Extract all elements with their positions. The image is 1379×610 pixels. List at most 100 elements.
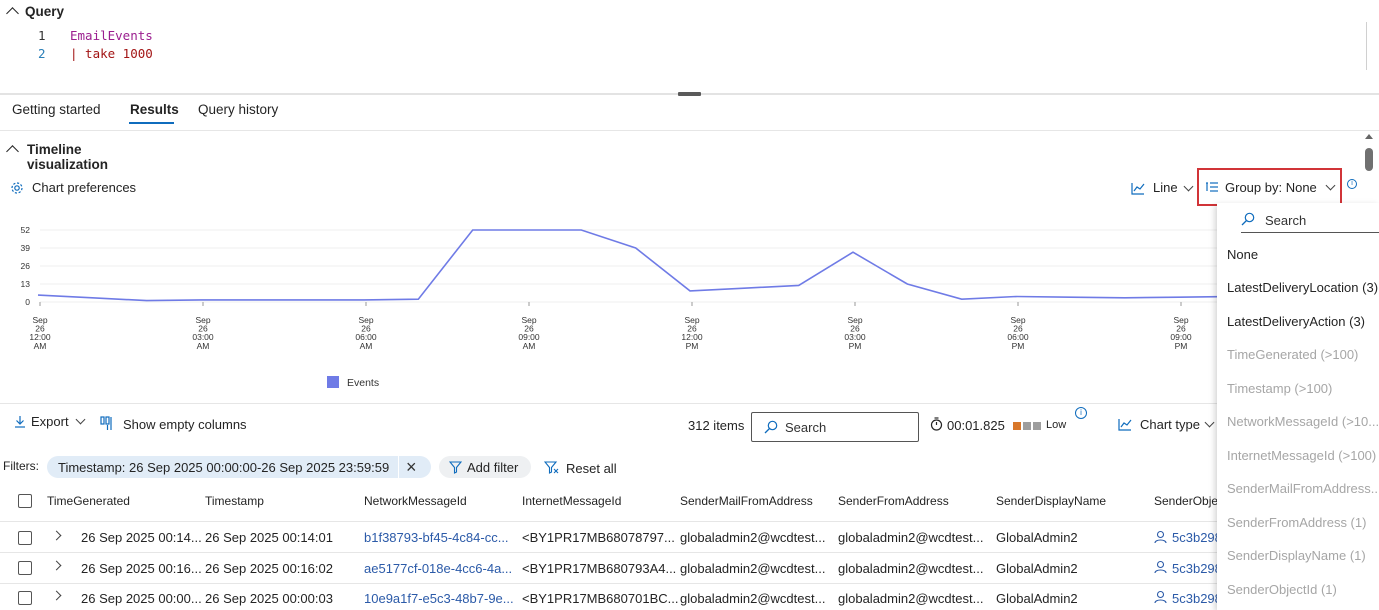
x-tick-label: 26 (1013, 324, 1023, 334)
scrollbar-thumb[interactable] (1365, 148, 1373, 171)
group-by-option[interactable]: LatestDeliveryAction (3) (1227, 314, 1365, 329)
tab-results[interactable]: Results (130, 102, 179, 117)
export-label: Export (31, 414, 69, 429)
query-collapse-toggle[interactable]: Query (6, 4, 76, 22)
cell-network-message-id[interactable]: 10e9a1f7-e5c3-48b7-9e... (364, 591, 514, 606)
query-line: EmailEvents (70, 28, 153, 43)
line-chart-type-button[interactable]: Line (1131, 180, 1197, 198)
cell-sender-mail-from: globaladmin2@wcdtest... (680, 561, 826, 576)
x-tick-label: PM (1175, 341, 1188, 351)
column-header[interactable]: SenderDisplayName (996, 494, 1107, 508)
x-tick-label: AM (34, 341, 47, 351)
info-icon[interactable]: i (1347, 179, 1357, 189)
cell-sender-from: globaladmin2@wcdtest... (838, 591, 984, 606)
expand-row-icon[interactable] (51, 530, 62, 541)
x-tick-label: 03:00 (192, 332, 214, 342)
cell-sender-mail-from: globaladmin2@wcdtest... (680, 530, 826, 545)
expand-row-icon[interactable] (51, 590, 62, 601)
column-header[interactable]: Timestamp (205, 494, 264, 508)
group-by-option[interactable]: LatestDeliveryLocation (3) (1227, 280, 1379, 295)
group-by-option: NetworkMessageId (>10... (1227, 414, 1379, 429)
chevron-up-icon (6, 7, 19, 20)
row-checkbox[interactable] (18, 591, 32, 605)
cell-network-message-id[interactable]: b1f38793-bf45-4c84-cc... (364, 530, 509, 545)
table-row[interactable]: 26 Sep 2025 00:00... 26 Sep 2025 00:00:0… (0, 584, 1218, 610)
cell-sender-mail-from: globaladmin2@wcdtest... (680, 591, 826, 606)
query-editor[interactable]: 1 EmailEvents 2 | take 1000 (0, 26, 1379, 88)
cell-sender-display-name: GlobalAdmin2 (996, 561, 1078, 576)
group-by-menu: Search (1217, 203, 1379, 610)
x-tick-label: Sep (684, 315, 699, 325)
chart-preferences-button[interactable]: Chart preferences (10, 180, 140, 198)
timeline-collapse-toggle[interactable]: Timeline visualization (6, 142, 166, 172)
group-by-option: Timestamp (>100) (1227, 381, 1333, 396)
add-filter-label: Add filter (467, 460, 519, 475)
x-tick-label: 26 (198, 324, 208, 334)
series-line-events (37, 229, 1218, 302)
x-tick-label: 03:00 (844, 332, 866, 342)
x-tick-label: 26 (850, 324, 860, 334)
filter-chip-text: Timestamp: 26 Sep 2025 00:00:00-26 Sep 2… (58, 460, 390, 475)
tab-query-history[interactable]: Query history (198, 102, 279, 117)
y-tick-label: 52 (21, 225, 31, 235)
row-divider (0, 583, 1218, 584)
columns-icon (100, 416, 112, 430)
timeline-chart: 523926130Sep2612:00AMSep2603:00AMSep2606… (21, 225, 1218, 389)
expand-row-icon[interactable] (51, 560, 62, 571)
group-by-option[interactable]: None (1227, 247, 1259, 262)
tab-getting-started[interactable]: Getting started (12, 102, 101, 117)
cell-sender-object-id[interactable]: 5c3b298 (1172, 530, 1218, 545)
timestamp-filter-chip[interactable]: Timestamp: 26 Sep 2025 00:00:00-26 Sep 2… (47, 456, 431, 478)
filter-icon (449, 461, 462, 474)
x-tick-label: AM (360, 341, 373, 351)
group-by-option: TimeGenerated (>100) (1227, 347, 1359, 362)
x-tick-label: Sep (521, 315, 536, 325)
x-tick-label: 09:00 (1170, 332, 1192, 342)
x-tick-label: Sep (1173, 315, 1188, 325)
column-header[interactable]: TimeGenerated (47, 494, 130, 508)
row-checkbox[interactable] (18, 561, 32, 575)
info-icon[interactable]: i (1075, 407, 1087, 419)
column-header[interactable]: NetworkMessageId (364, 494, 467, 508)
show-empty-columns-button[interactable]: Show empty columns (100, 416, 250, 434)
cell-sender-object-id[interactable]: 5c3b298 (1172, 561, 1218, 576)
group-by-option: SenderDisplayName (1) (1227, 548, 1366, 563)
group-by-dropdown[interactable]: Group by: None (1197, 168, 1342, 206)
chart-type-button[interactable]: Chart type (1118, 416, 1218, 434)
column-header[interactable]: InternetMessageId (522, 494, 622, 508)
chart-type-label: Chart type (1140, 417, 1200, 432)
x-tick-label: Sep (32, 315, 47, 325)
table-row[interactable]: 26 Sep 2025 00:16... 26 Sep 2025 00:16:0… (0, 553, 1218, 583)
reset-all-button[interactable]: Reset all (544, 460, 619, 478)
export-button[interactable]: Export (14, 413, 90, 431)
chart-preferences-label: Chart preferences (32, 180, 137, 195)
column-header[interactable]: SenderMailFromAddress (680, 494, 813, 508)
scrollbar-up-arrow[interactable] (1365, 134, 1373, 139)
search-input[interactable]: Search (751, 412, 919, 442)
column-header[interactable]: SenderFromAddress (838, 494, 949, 508)
row-checkbox[interactable] (18, 531, 32, 545)
x-tick-label: Sep (1010, 315, 1025, 325)
line-chart-icon (1131, 183, 1145, 195)
chip-divider (398, 456, 399, 478)
cell-internet-message-id: <BY1PR17MB68078797... (522, 530, 675, 545)
cell-internet-message-id: <BY1PR17MB680793A4... (522, 561, 677, 576)
select-all-checkbox[interactable] (18, 494, 32, 508)
add-filter-button[interactable]: Add filter (439, 456, 531, 478)
splitter-handle[interactable] (678, 92, 701, 96)
cell-network-message-id[interactable]: ae5177cf-018e-4cc6-4a... (364, 561, 513, 576)
table-row[interactable]: 26 Sep 2025 00:14... 26 Sep 2025 00:14:0… (0, 522, 1218, 552)
user-icon (1154, 560, 1167, 574)
usage-bar-empty (1023, 422, 1031, 430)
usage-bar-empty (1033, 422, 1041, 430)
cell-sender-object-id[interactable]: 5c3b298 (1172, 591, 1218, 606)
show-empty-columns-label: Show empty columns (123, 417, 247, 432)
column-header[interactable]: SenderObjec (1154, 494, 1218, 508)
x-tick-label: Sep (847, 315, 862, 325)
menu-search-input[interactable]: Search (1241, 207, 1379, 233)
group-by-option: SenderObjectId (1) (1227, 582, 1337, 597)
row-divider (0, 521, 1218, 522)
close-icon[interactable]: × (406, 457, 417, 477)
x-tick-label: 12:00 (29, 332, 51, 342)
line-chart-icon (1118, 419, 1132, 431)
